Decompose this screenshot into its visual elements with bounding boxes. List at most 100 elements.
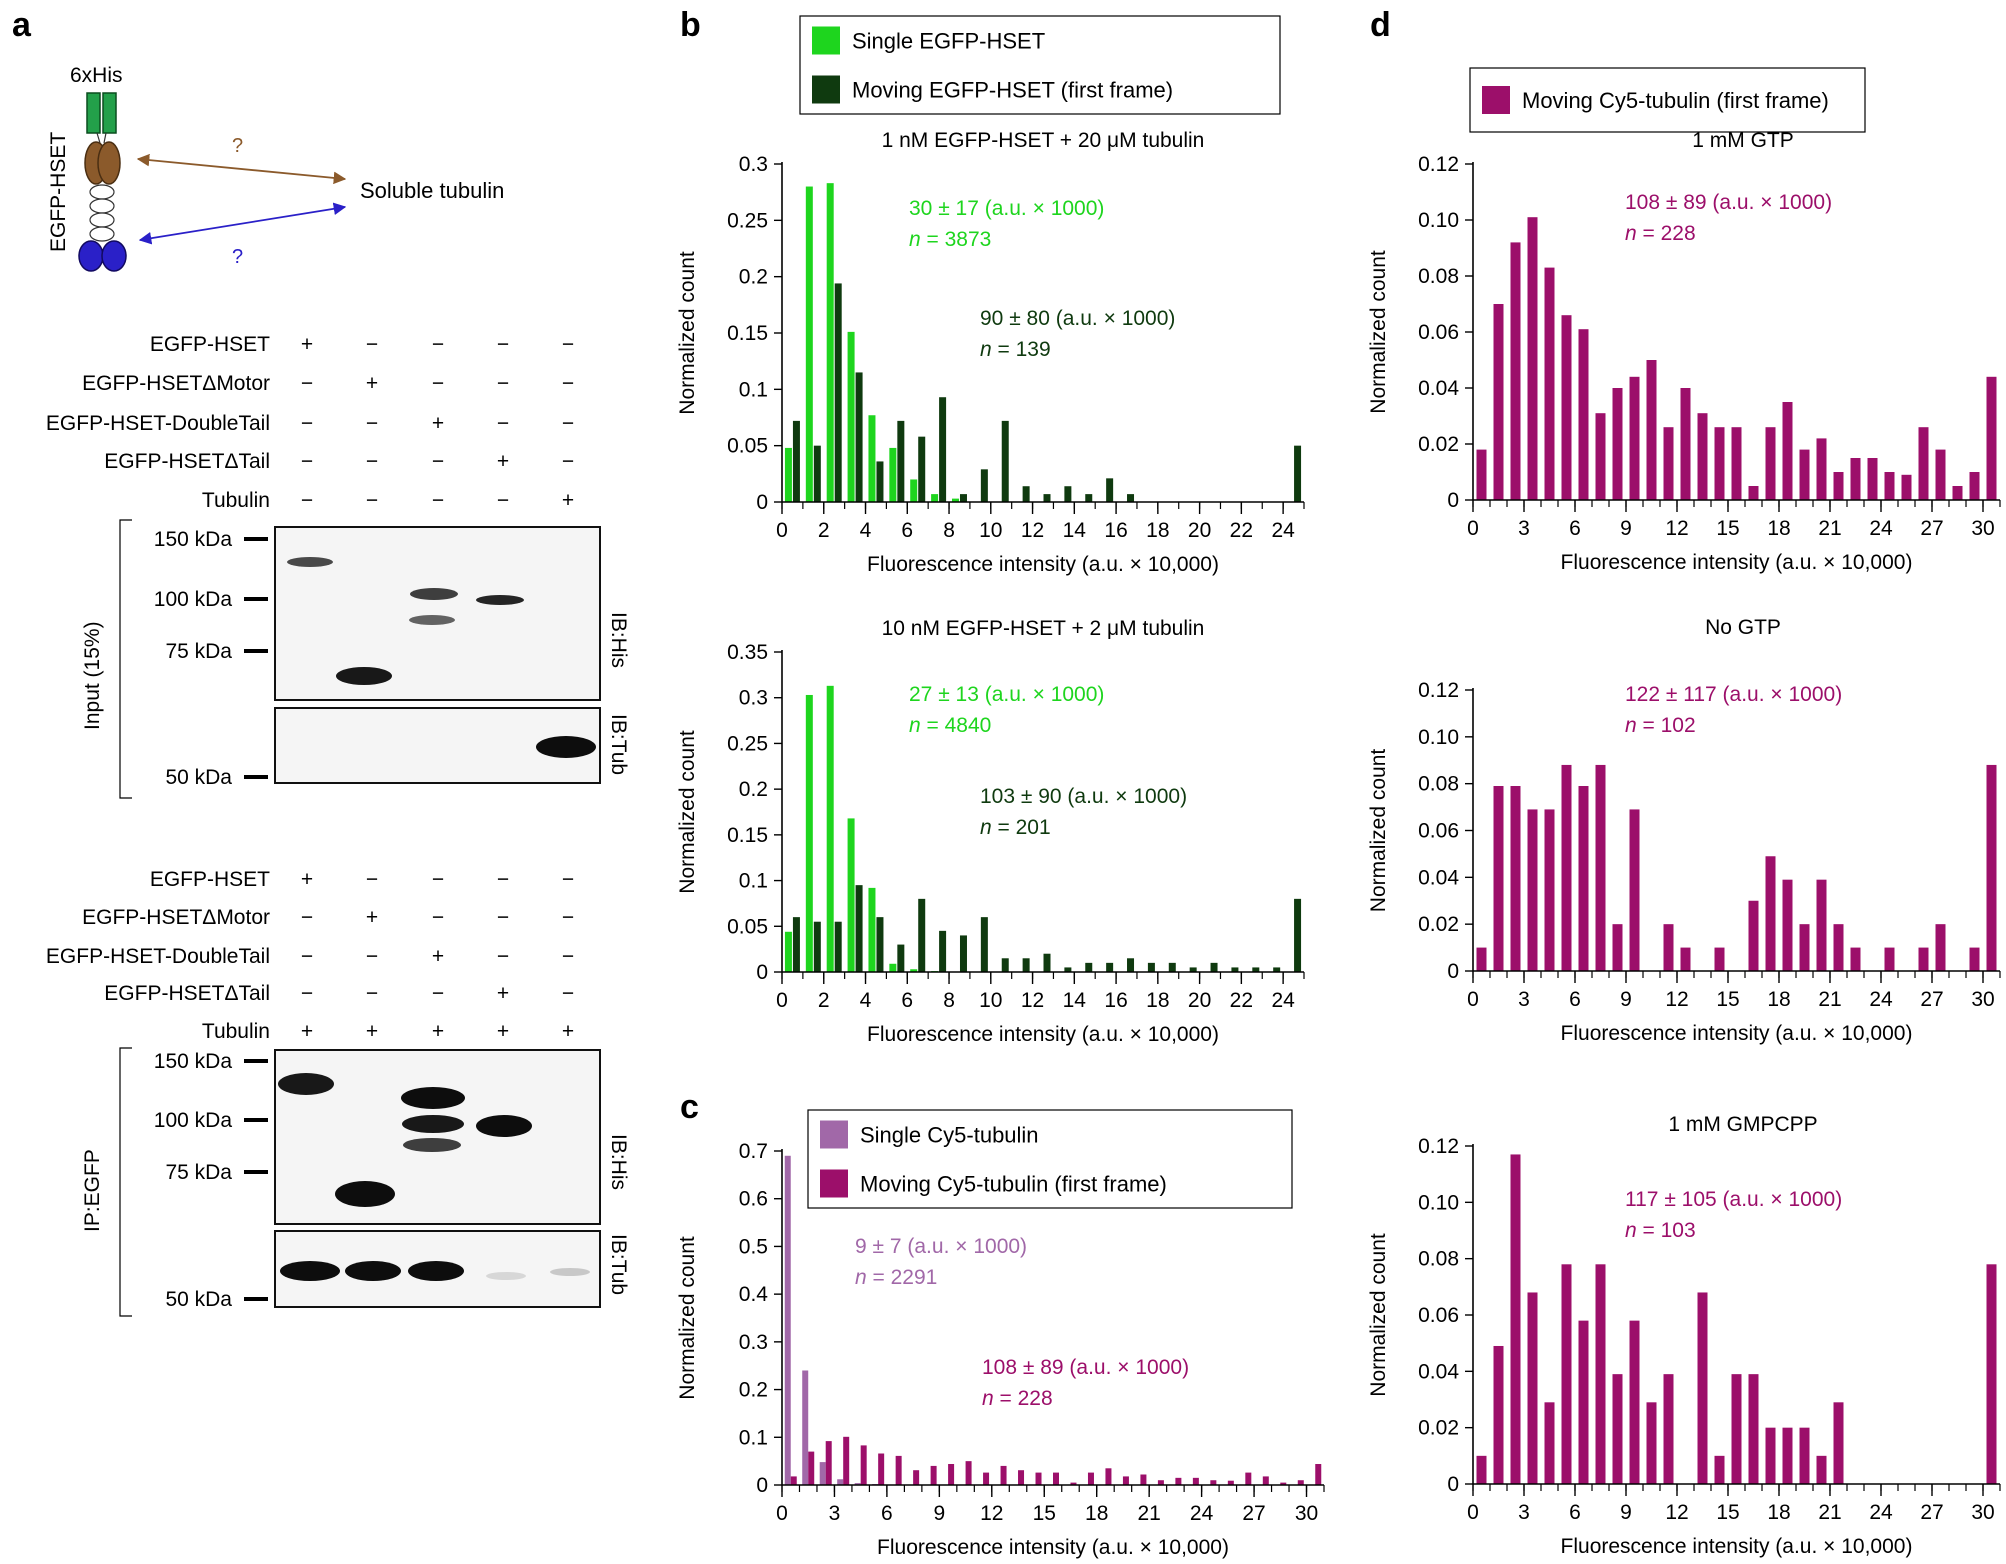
stat-n: n = 2291 xyxy=(855,1266,937,1289)
bar-s1 xyxy=(1476,449,1487,500)
y-tick-label: 0 xyxy=(1447,960,1459,983)
bar-s1 xyxy=(1731,427,1742,500)
y-tick-label: 0.35 xyxy=(727,641,768,664)
input-sign: − xyxy=(366,412,378,435)
legend-swatch xyxy=(820,1169,848,1198)
bar-s1 xyxy=(1595,413,1606,500)
bar-s1 xyxy=(1629,809,1640,971)
x-tick-label: 12 xyxy=(1021,989,1044,1012)
x-tick-label: 8 xyxy=(943,519,955,542)
x-tick-label: 15 xyxy=(1033,1502,1056,1525)
bar-s2 xyxy=(1262,1476,1269,1485)
bar-s1 xyxy=(889,963,897,972)
chart-b-bottom: 0 2 4 6 8 10 12 14 16 18 20 22 2400.050.10.150.20.25… xyxy=(676,617,1305,1046)
bar-s1 xyxy=(1986,764,1997,971)
chart-c: 0 3 6 9 12 15 18 21 24 27 30 0 0.1 0.2 0.3 0.4 0.5 0.6 0.7… xyxy=(676,1109,1325,1559)
x-tick-label: 12 xyxy=(980,1502,1003,1525)
western-blots: EGFP-HSET + − − − − EGFP-HSETΔMotor − + − − − EGFP-H… xyxy=(46,333,630,1317)
bar-s2 xyxy=(939,930,947,972)
bar-s1 xyxy=(1544,1402,1555,1484)
bar-s1 xyxy=(1493,304,1504,500)
bar-s1 xyxy=(1629,1320,1640,1484)
bar-s2 xyxy=(1064,967,1072,972)
bar-s1 xyxy=(1612,1374,1623,1484)
bar-s2 xyxy=(965,1461,972,1485)
legend-box xyxy=(1469,67,1866,133)
legend-swatch xyxy=(820,1120,848,1149)
bar-s1 xyxy=(1510,242,1521,500)
panel-label-d: d xyxy=(1370,6,1391,44)
his-tag-label: 6xHis xyxy=(70,64,123,87)
bar-s1 xyxy=(1595,1264,1606,1484)
input-sign: − xyxy=(432,489,444,512)
x-tick-label: 24 xyxy=(1271,519,1295,542)
x-tick-label: 9 xyxy=(1620,1501,1632,1524)
bar-s1 xyxy=(1493,786,1504,971)
bar-s2 xyxy=(1064,486,1072,502)
bar-s2 xyxy=(1018,1470,1025,1485)
x-tick-label: 30 xyxy=(1971,517,1994,540)
bar-s2 xyxy=(980,917,988,972)
motor-right xyxy=(101,240,127,272)
x-tick-label: 6 xyxy=(901,989,913,1012)
input-sign: − xyxy=(562,333,574,356)
x-tick-label: 6 xyxy=(1569,1501,1581,1524)
ip-sign: − xyxy=(301,982,313,1005)
stat-mean: 108 ± 89 (a.u. × 1000) xyxy=(1625,191,1832,214)
y-axis-label: Normalized count xyxy=(676,1236,699,1400)
y-tick-label: 0.1 xyxy=(739,870,768,893)
y-tick-label: 0.1 xyxy=(739,378,768,401)
x-tick-label: 0 xyxy=(1467,988,1479,1011)
bar-s2 xyxy=(1106,962,1114,972)
bar-s1 xyxy=(1782,402,1793,500)
ip-sign: − xyxy=(301,945,313,968)
blot-band xyxy=(476,595,524,605)
x-tick-label: 3 xyxy=(1518,988,1530,1011)
bar-s2 xyxy=(895,1455,902,1485)
x-tick-label: 24 xyxy=(1271,989,1295,1012)
bar-s2 xyxy=(1175,1477,1182,1485)
y-tick-label: 0.08 xyxy=(1418,1248,1459,1271)
ip-sign: − xyxy=(562,982,574,1005)
stat-mean: 30 ± 17 (a.u. × 1000) xyxy=(909,197,1104,220)
bar-s2 xyxy=(930,1465,937,1485)
blot-band xyxy=(278,1073,334,1095)
blot-band xyxy=(401,1087,465,1109)
stat-mean: 27 ± 13 (a.u. × 1000) xyxy=(909,683,1104,706)
legend-box xyxy=(799,15,1281,115)
partner-label: Soluble tubulin xyxy=(360,178,504,203)
bar-s2 xyxy=(939,397,947,502)
bar-s2 xyxy=(1227,1480,1234,1485)
bar-s2 xyxy=(1087,1472,1094,1485)
y-tick-label: 0 xyxy=(1447,489,1459,512)
bar-s1 xyxy=(1527,1292,1538,1484)
bar-s1 xyxy=(1867,458,1878,500)
bar-s2 xyxy=(1157,1480,1164,1485)
bar-s1 xyxy=(1748,486,1759,500)
ip-sign: − xyxy=(562,868,574,891)
bar-s1 xyxy=(1697,413,1708,500)
input-sign: − xyxy=(497,333,509,356)
x-tick-label: 2 xyxy=(818,989,830,1012)
bar-s2 xyxy=(860,1445,867,1485)
input-sign: − xyxy=(562,372,574,395)
y-tick-label: 0.04 xyxy=(1418,377,1459,400)
input-mw-label: 75 kDa xyxy=(165,640,232,663)
x-tick-label: 0 xyxy=(1467,1501,1479,1524)
x-tick-label: 27 xyxy=(1242,1502,1265,1525)
bar-s2 xyxy=(855,372,863,502)
ip-sign: − xyxy=(562,945,574,968)
bar-s2 xyxy=(1000,1465,1007,1485)
y-axis-label: Normalized count xyxy=(676,730,699,894)
x-tick-label: 4 xyxy=(860,989,872,1012)
bar-s2 xyxy=(1070,1482,1077,1485)
bar-s2 xyxy=(1294,445,1302,502)
bar-s2 xyxy=(980,469,988,502)
stat-mean: 103 ± 90 (a.u. × 1000) xyxy=(980,785,1187,808)
y-tick-label: 0.1 xyxy=(739,1426,768,1449)
y-tick-label: 0.2 xyxy=(739,1379,768,1402)
bar-s1 xyxy=(784,931,792,972)
bar-s1 xyxy=(784,447,792,502)
bar-s2 xyxy=(1280,1482,1287,1485)
bar-s2 xyxy=(1001,958,1009,972)
